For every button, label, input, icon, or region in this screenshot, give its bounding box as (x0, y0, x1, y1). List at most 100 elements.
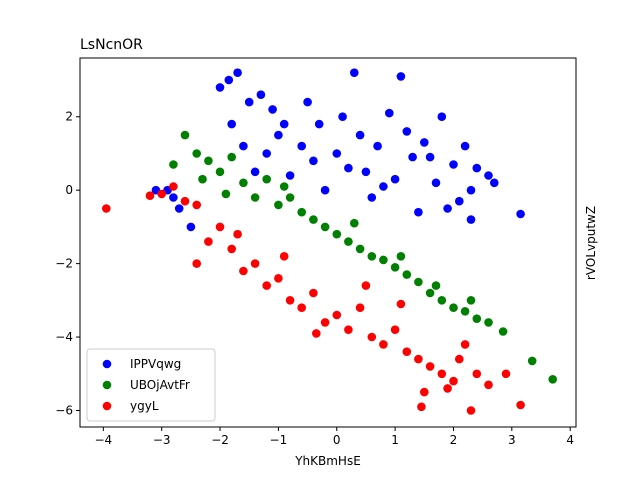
points-layer (102, 68, 557, 415)
point-IPPVqwg-29 (396, 72, 406, 81)
point-ygyL-5 (192, 200, 201, 210)
point-ygyL-9 (227, 244, 236, 254)
point-IPPVqwg-28 (390, 174, 400, 184)
point-UBOjAvtFr-27 (498, 327, 508, 336)
point-IPPVqwg-11 (279, 119, 289, 129)
point-IPPVqwg-23 (355, 130, 365, 140)
point-ygyL-34 (501, 369, 511, 379)
point-ygyL-1 (145, 191, 155, 200)
point-IPPVqwg-4 (186, 222, 196, 232)
x-tick-label: −4 (94, 433, 112, 447)
point-ygyL-22 (379, 340, 388, 349)
point-IPPVqwg-10 (268, 105, 277, 114)
point-ygyL-12 (262, 281, 272, 290)
point-UBOjAvtFr-33 (279, 182, 289, 191)
point-ygyL-8 (215, 222, 225, 232)
legend-label-UBOjAvtFr: UBOjAvtFr (130, 378, 190, 392)
point-ygyL-26 (417, 402, 426, 412)
point-IPPVqwg-13 (262, 149, 272, 158)
point-UBOjAvtFr-37 (466, 296, 476, 305)
point-IPPVqwg-6 (224, 75, 234, 85)
point-IPPVqwg-9 (256, 90, 266, 99)
point-UBOjAvtFr-13 (332, 229, 342, 239)
x-tick-label: 4 (566, 433, 574, 447)
x-axis-label: YhKBmHsE (294, 454, 361, 468)
point-ygyL-40 (279, 251, 289, 261)
point-UBOjAvtFr-20 (414, 277, 423, 287)
point-UBOjAvtFr-32 (221, 189, 231, 199)
legend-label-ygyL: ygyL (130, 399, 159, 413)
point-IPPVqwg-32 (414, 207, 423, 217)
point-IPPVqwg-3 (174, 204, 184, 213)
point-UBOjAvtFr-35 (396, 251, 406, 261)
x-axis-ticks: −4 −3 −2 −1 0 1 2 3 4 (94, 427, 574, 447)
y-tick-label: −4 (55, 330, 73, 344)
point-IPPVqwg-46 (309, 156, 318, 166)
point-IPPVqwg-20 (332, 149, 342, 158)
point-IPPVqwg-36 (449, 160, 458, 169)
point-UBOjAvtFr-15 (355, 244, 365, 254)
point-ygyL-27 (425, 362, 435, 371)
legend-marker-ygyL (102, 401, 112, 411)
x-tick-label: 1 (391, 433, 399, 447)
point-UBOjAvtFr-4 (227, 152, 236, 162)
point-UBOjAvtFr-9 (285, 193, 295, 202)
point-UBOjAvtFr-8 (274, 200, 283, 210)
point-ygyL-3 (169, 182, 178, 191)
point-IPPVqwg-17 (303, 97, 312, 107)
y-tick-label: −6 (55, 403, 73, 417)
x-tick-label: 2 (450, 433, 458, 447)
point-UBOjAvtFr-18 (390, 263, 400, 272)
point-IPPVqwg-39 (466, 185, 476, 195)
point-UBOjAvtFr-24 (460, 307, 470, 316)
x-tick-label: 0 (333, 433, 341, 447)
point-ygyL-11 (250, 259, 260, 268)
point-UBOjAvtFr-6 (250, 193, 260, 202)
point-ygyL-10 (239, 266, 248, 276)
point-IPPVqwg-12 (250, 167, 260, 177)
point-ygyL-6 (192, 259, 201, 268)
point-ygyL-33 (484, 380, 493, 390)
point-IPPVqwg-25 (367, 193, 377, 202)
point-ygyL-41 (361, 281, 371, 290)
point-IPPVqwg-40 (472, 163, 482, 173)
point-UBOjAvtFr-14 (344, 237, 353, 246)
point-IPPVqwg-15 (285, 171, 295, 180)
legend-label-IPPVqwg: IPPVqwg (130, 357, 181, 371)
legend: IPPVqwg UBOjAvtFr ygyL (86, 348, 216, 422)
point-IPPVqwg-42 (490, 178, 499, 188)
point-ygyL-25 (414, 354, 423, 364)
point-UBOjAvtFr-30 (169, 160, 178, 169)
point-ygyL-21 (367, 332, 377, 342)
point-ygyL-38 (455, 354, 464, 364)
point-UBOjAvtFr-11 (309, 215, 318, 224)
point-ygyL-18 (332, 310, 342, 320)
point-UBOjAvtFr-22 (437, 296, 447, 305)
point-IPPVqwg-19 (320, 185, 330, 195)
point-IPPVqwg-34 (431, 178, 441, 188)
point-ygyL-20 (355, 303, 365, 313)
point-UBOjAvtFr-12 (320, 222, 330, 232)
point-IPPVqwg-18 (314, 119, 324, 129)
point-IPPVqwg-33 (420, 138, 429, 147)
point-ygyL-23 (390, 325, 400, 335)
point-IPPVqwg-51 (466, 215, 476, 224)
point-UBOjAvtFr-2 (204, 156, 213, 166)
point-IPPVqwg-38 (460, 141, 470, 151)
plot-frame (79, 57, 577, 428)
point-UBOjAvtFr-26 (484, 318, 493, 327)
point-IPPVqwg-27 (385, 108, 394, 118)
point-UBOjAvtFr-3 (215, 167, 225, 177)
point-IPPVqwg-30 (402, 127, 412, 136)
x-tick-label: −2 (211, 433, 229, 447)
point-UBOjAvtFr-0 (180, 130, 190, 140)
point-UBOjAvtFr-19 (402, 270, 412, 279)
point-ygyL-39 (233, 229, 242, 239)
point-UBOjAvtFr-31 (198, 174, 207, 184)
point-UBOjAvtFr-5 (239, 178, 248, 188)
point-ygyL-36 (312, 329, 321, 338)
point-ygyL-32 (472, 369, 482, 379)
point-IPPVqwg-50 (443, 204, 452, 213)
point-ygyL-15 (297, 303, 307, 313)
